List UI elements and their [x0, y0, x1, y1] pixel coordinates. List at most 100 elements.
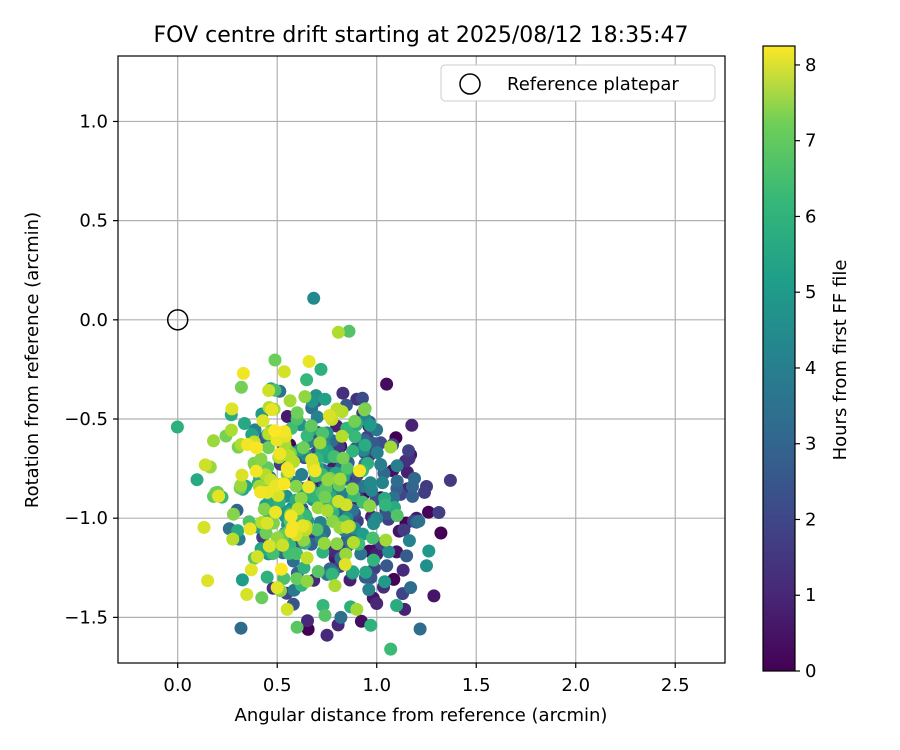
- scatter-point: [402, 534, 416, 548]
- scatter-point: [366, 531, 380, 545]
- legend-label-reference: Reference platepar: [507, 74, 679, 95]
- scatter-point: [364, 618, 378, 632]
- scatter-point: [390, 509, 404, 522]
- scatter-point: [376, 476, 389, 490]
- scatter-point: [384, 642, 398, 656]
- scatter-point: [235, 468, 249, 482]
- scatter-points: [170, 291, 457, 656]
- scatter-point: [325, 567, 339, 581]
- x-tick-label: 2.0: [561, 675, 590, 696]
- scatter-point: [289, 479, 303, 493]
- legend: Reference platepar: [440, 64, 716, 102]
- scatter-point: [340, 461, 354, 475]
- y-tick-label: 0.0: [79, 310, 108, 331]
- scatter-point: [249, 464, 263, 478]
- scatter-point: [374, 458, 388, 472]
- colorbar-tick-label: 3: [805, 434, 816, 455]
- scatter-point: [290, 620, 304, 634]
- scatter-point: [336, 451, 350, 465]
- scatter-point: [363, 499, 377, 513]
- scatter-point: [250, 550, 264, 564]
- scatter-point: [363, 418, 377, 432]
- scatter-point: [370, 597, 384, 610]
- scatter-point: [310, 523, 324, 537]
- scatter-point: [262, 539, 276, 553]
- scatter-point: [317, 536, 331, 550]
- scatter-point: [261, 441, 275, 455]
- colorbar-tick-label: 1: [805, 585, 816, 606]
- scatter-point: [402, 444, 416, 458]
- colorbar-tick-label: 8: [805, 55, 816, 76]
- scatter-point: [342, 324, 356, 338]
- chart-title: FOV centre drift starting at 2025/08/12 …: [154, 23, 689, 48]
- reference-platepar-marker: [166, 309, 189, 331]
- scatter-point: [302, 480, 316, 494]
- scatter-point: [348, 430, 362, 444]
- scatter-point: [234, 621, 248, 635]
- scatter-point: [298, 390, 312, 404]
- scatter-point: [313, 436, 327, 450]
- scatter-point: [380, 377, 394, 391]
- scatter-point: [330, 537, 344, 551]
- colorbar-tick-label: 0: [805, 661, 816, 682]
- scatter-point: [273, 447, 287, 461]
- colorbar-ticks: 0 1 2 3 4 5 6 7 8: [795, 55, 816, 682]
- scatter-point: [334, 610, 348, 624]
- scatter-point: [363, 476, 377, 490]
- scatter-point: [359, 565, 373, 579]
- legend-box: [440, 64, 716, 102]
- scatter-point: [255, 591, 269, 605]
- scatter-point: [318, 392, 332, 406]
- scatter-point: [234, 380, 248, 394]
- scatter-point: [234, 478, 248, 492]
- scatter-point: [296, 519, 310, 533]
- plot-frame: [117, 55, 726, 664]
- scatter-point: [254, 485, 268, 499]
- scatter-point: [355, 391, 369, 405]
- scatter-point: [226, 507, 240, 521]
- scatter-point: [259, 526, 273, 540]
- scatter-point: [357, 403, 371, 417]
- scatter-point: [408, 472, 421, 485]
- scatter-point: [322, 409, 336, 423]
- scatter-point: [198, 458, 212, 472]
- colorbar: 0 1 2 3 4 5 6 7 8 Hours from first FF file: [762, 45, 851, 682]
- scatter-point: [296, 441, 310, 455]
- x-tick-label: 2.5: [661, 675, 690, 696]
- scatter-point: [362, 583, 376, 597]
- scatter-point: [412, 514, 426, 528]
- scatter-point: [390, 474, 404, 488]
- scatter-point: [284, 525, 298, 539]
- colorbar-tick-label: 5: [805, 282, 816, 303]
- scatter-point: [280, 602, 294, 616]
- scatter-point: [277, 477, 291, 491]
- scatter-point: [396, 563, 410, 577]
- scatter-point: [397, 523, 411, 537]
- scatter-point: [257, 502, 271, 516]
- scatter-point: [236, 366, 250, 380]
- scatter-point: [256, 414, 270, 428]
- scatter-point: [443, 473, 457, 487]
- scatter-point: [277, 365, 291, 379]
- scatter-point: [224, 423, 238, 437]
- scatter-point: [201, 574, 215, 588]
- scatter-point: [300, 373, 314, 387]
- scatter-point: [249, 441, 263, 455]
- legend-marker-reference: [459, 73, 481, 95]
- scatter-point: [400, 549, 414, 563]
- scatter-point: [308, 464, 322, 478]
- scatter-point: [238, 417, 251, 430]
- scatter-point: [300, 551, 314, 565]
- plot-background: [118, 56, 725, 663]
- scatter-point: [282, 464, 296, 478]
- scatter-point: [265, 403, 279, 417]
- scatter-point: [434, 526, 448, 540]
- scatter-point: [274, 562, 288, 576]
- scatter-point: [384, 440, 398, 454]
- scatter-point: [380, 559, 394, 573]
- scatter-point: [356, 527, 370, 541]
- x-tick-label: 1.5: [462, 675, 491, 696]
- colorbar-tick-label: 2: [805, 509, 816, 530]
- plot-area: [117, 55, 726, 664]
- scatter-point: [254, 452, 268, 466]
